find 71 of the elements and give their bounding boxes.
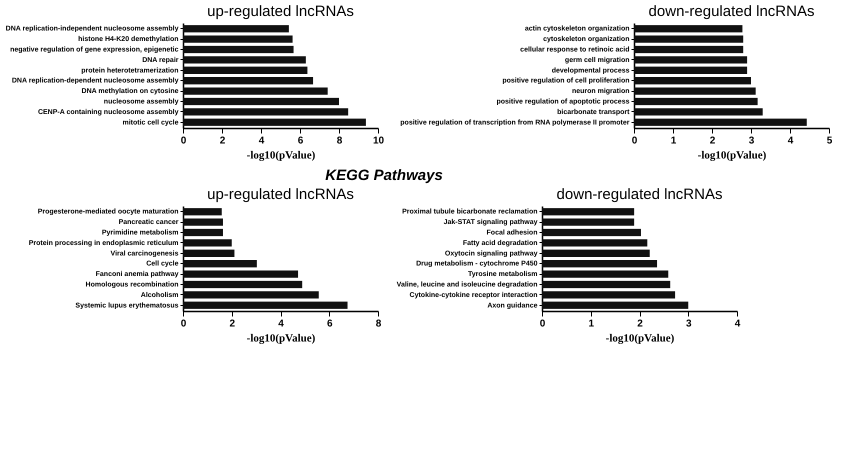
x-tick-label: 0 xyxy=(180,318,187,330)
bar xyxy=(183,250,234,257)
text: KEGG Pathways xyxy=(325,167,443,184)
bar xyxy=(183,87,328,95)
bar xyxy=(183,108,348,116)
bar xyxy=(183,25,289,32)
bar xyxy=(634,108,763,116)
bar xyxy=(183,56,306,64)
bar xyxy=(634,25,742,32)
bar xyxy=(542,239,648,247)
x-axis-title: -log10(pValue) xyxy=(246,150,316,162)
bar xyxy=(183,77,314,84)
x-tick-label: 4 xyxy=(734,318,741,330)
bar xyxy=(183,35,293,43)
bar xyxy=(183,208,222,216)
x-tick-label: 2 xyxy=(229,318,236,330)
x-axis-title: -log10(pValue) xyxy=(698,150,767,162)
chart-title: down-regulated lncRNAs xyxy=(648,3,814,20)
bar xyxy=(183,260,257,268)
bar xyxy=(542,270,668,278)
x-tick-label: 0 xyxy=(632,136,638,146)
bar xyxy=(183,66,308,74)
bar xyxy=(634,56,748,64)
x-tick-label: 4 xyxy=(278,318,284,330)
x-tick-label: 3 xyxy=(686,318,692,330)
bar xyxy=(183,118,366,126)
x-tick-label: 5 xyxy=(826,136,833,146)
x-tick-label: 1 xyxy=(670,136,677,146)
x-tick-label: 6 xyxy=(298,136,304,146)
x-tick-label: 1 xyxy=(588,318,594,330)
bar xyxy=(183,291,319,299)
x-tick-label: 3 xyxy=(748,136,755,146)
x-tick-label: 8 xyxy=(376,318,382,330)
bar xyxy=(634,66,748,74)
x-tick-label: 2 xyxy=(220,136,226,146)
x-tick-label: 4 xyxy=(258,136,265,146)
x-tick-label: 0 xyxy=(180,136,187,146)
bar xyxy=(542,260,658,268)
bar xyxy=(542,250,650,257)
bar xyxy=(542,218,634,226)
bar xyxy=(634,46,744,54)
bar xyxy=(183,239,232,247)
bar xyxy=(634,118,807,126)
bar xyxy=(634,87,756,95)
bar xyxy=(183,280,302,288)
x-tick-label: 2 xyxy=(637,318,644,330)
x-tick-label: 10 xyxy=(372,136,384,146)
bar xyxy=(634,35,744,43)
bar xyxy=(542,302,688,309)
chart-title: up-regulated lncRNAs xyxy=(207,186,354,203)
x-tick-label: 2 xyxy=(710,136,716,146)
x-tick-label: 0 xyxy=(540,318,546,330)
bar xyxy=(542,291,676,299)
bar xyxy=(542,280,670,288)
x-tick-label: 8 xyxy=(336,136,343,146)
bar xyxy=(183,98,339,106)
bar xyxy=(542,208,634,216)
bar xyxy=(542,228,641,236)
bar xyxy=(183,218,223,226)
bar xyxy=(634,98,758,106)
chart-title: up-regulated lncRNAs xyxy=(207,3,354,20)
x-axis-title: -log10(pValue) xyxy=(246,332,316,344)
chart-title: down-regulated lncRNAs xyxy=(556,186,722,203)
bar xyxy=(183,302,348,309)
x-axis-title: -log10(pValue) xyxy=(606,332,675,344)
x-tick-label: 6 xyxy=(326,318,333,330)
bar xyxy=(183,228,223,236)
bar xyxy=(634,77,751,84)
bar xyxy=(183,46,294,54)
bar xyxy=(183,270,298,278)
x-tick-label: 4 xyxy=(788,136,794,146)
